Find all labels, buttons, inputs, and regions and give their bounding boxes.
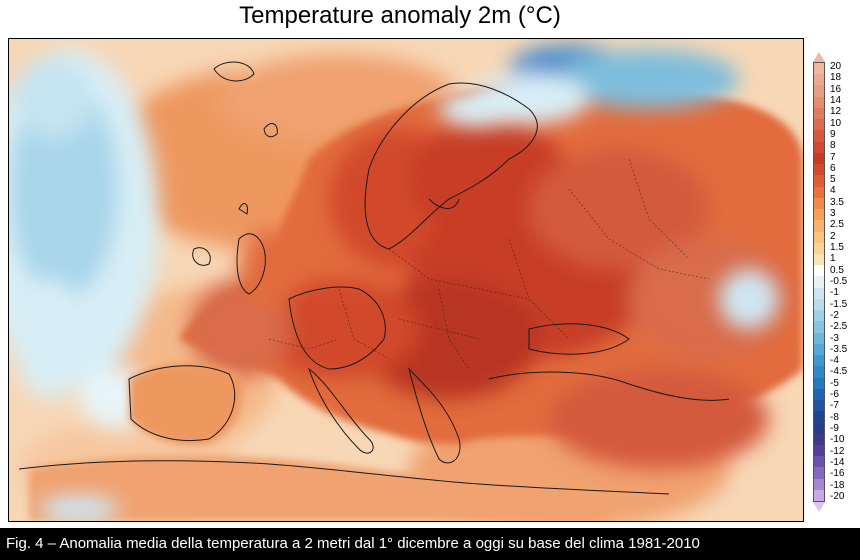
colorbar-tick-label: 18 [830, 72, 842, 84]
colorbar-band [814, 107, 824, 120]
colorbar-tick-label: -4 [830, 355, 839, 367]
colorbar-band [814, 74, 824, 86]
colorbar-band [814, 276, 824, 288]
colorbar-labels: 20 18 16 14 12 10 9 8 7 6 5 4 3.5 3 2.5 2 1.5 1 0.5 -0.5 -1-… [830, 62, 860, 502]
colorbar-tick-label: 5 [830, 174, 836, 186]
colorbar-tick-label: 9 [830, 128, 836, 140]
colorbar-bottom-cap [813, 502, 825, 512]
colorbar-tick-label: -14 [830, 456, 845, 468]
colorbar-tick-label: -2.5 [830, 321, 848, 333]
country-borders [268, 158, 710, 370]
figure-caption: Fig. 4 – Anomalia media della temperatur… [0, 528, 860, 560]
colorbar-band [814, 96, 824, 108]
colorbar-tick-label: 2 [830, 230, 836, 242]
colorbar-tick-label: -4.5 [830, 366, 848, 378]
colorbar-tick-label: -1.5 [830, 298, 848, 310]
colorbar-band [814, 164, 824, 176]
colorbar-band [814, 343, 824, 356]
colorbar-band [814, 253, 824, 266]
anomaly-map-canvas [9, 39, 803, 521]
colorbar-band [814, 231, 824, 243]
colorbar-band [814, 175, 824, 187]
colorbar-band [814, 152, 824, 165]
colorbar-band [814, 366, 824, 378]
colorbar-tick-label: 12 [830, 106, 842, 118]
colorbar-tick-label: -2 [830, 309, 839, 321]
northeast-cold-field [39, 44, 779, 521]
colorbar-band [814, 456, 824, 468]
iberia-africa-field [29, 363, 609, 521]
colorbar-tick-label: 7 [830, 151, 836, 163]
colorbar-top-cap [813, 52, 825, 62]
colorbar-tick-label: 1 [830, 253, 836, 265]
colorbar-bands [813, 62, 825, 502]
colorbar-band [814, 141, 824, 153]
colorbar-band [814, 130, 824, 142]
colorbar-tick-label: -8 [830, 411, 839, 423]
colorbar-tick-label: -7 [830, 400, 839, 412]
colorbar-tick-label: 4 [830, 185, 836, 197]
anomaly-map [8, 38, 804, 522]
colorbar [813, 52, 825, 512]
colorbar-band [814, 400, 824, 412]
colorbar-band [814, 355, 824, 367]
colorbar-band [814, 433, 824, 445]
colorbar-band [814, 119, 824, 131]
colorbar-tick-label: 16 [830, 83, 842, 95]
hot-core-field [189, 119, 789, 469]
colorbar-tick-label: 3.5 [830, 196, 844, 208]
colorbar-tick-label: 3 [830, 208, 836, 220]
colorbar-tick-label: -18 [830, 479, 845, 491]
colorbar-tick-label: 1.5 [830, 242, 844, 253]
colorbar-band [814, 242, 824, 254]
colorbar-band [814, 310, 824, 322]
colorbar-band [814, 321, 824, 333]
colorbar-band [814, 287, 824, 299]
colorbar-tick-label: -16 [830, 468, 845, 480]
colorbar-band [814, 444, 824, 457]
colorbar-tick-label: -9 [830, 423, 839, 434]
colorbar-tick-label: -20 [830, 490, 845, 502]
colorbar-tick-label: -0.5 [830, 275, 848, 287]
colorbar-band [814, 63, 824, 75]
colorbar-tick-label: -5 [830, 377, 839, 389]
colorbar-tick-label: 20 [830, 61, 842, 72]
colorbar-tick-label: 6 [830, 162, 836, 174]
colorbar-band [814, 220, 824, 232]
colorbar-tick-label: 10 [830, 117, 842, 129]
colorbar-band [814, 332, 824, 344]
atlantic-cool-field [9, 49, 159, 429]
colorbar-band [814, 85, 824, 97]
colorbar-band [814, 489, 824, 502]
colorbar-band [814, 209, 824, 221]
colorbar-tick-label: -3 [830, 332, 839, 344]
colorbar-band [814, 265, 824, 277]
colorbar-tick-label: -1 [830, 287, 839, 299]
colorbar-band [814, 186, 824, 198]
coastlines [18, 61, 730, 495]
colorbar-tick-label: -10 [830, 434, 845, 446]
colorbar-tick-label: 2.5 [830, 219, 844, 231]
colorbar-tick-label: -3.5 [830, 343, 848, 355]
colorbar-band [814, 467, 824, 479]
colorbar-tick-label: -12 [830, 445, 845, 457]
colorbar-band [814, 377, 824, 389]
colorbar-tick-label: 0.5 [830, 264, 844, 276]
colorbar-tick-label: -6 [830, 389, 839, 401]
colorbar-band [814, 197, 824, 210]
colorbar-tick-label: 8 [830, 140, 836, 152]
colorbar-band [814, 478, 824, 490]
colorbar-band [814, 388, 824, 401]
colorbar-band [814, 411, 824, 423]
colorbar-band [814, 298, 824, 311]
chart-title: Temperature anomaly 2m (°C) [239, 2, 561, 29]
colorbar-band [814, 422, 824, 434]
colorbar-tick-label: 14 [830, 94, 842, 106]
